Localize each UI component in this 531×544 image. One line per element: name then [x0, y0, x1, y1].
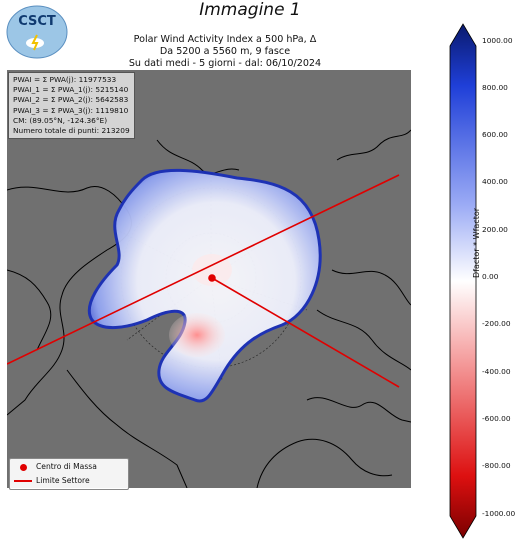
polar-map — [6, 70, 412, 489]
sector-limit-line-2 — [211, 277, 400, 388]
colorbar-tick-label: 1000.00 — [482, 35, 513, 45]
legend-sector-label: Limite Settore — [36, 476, 90, 485]
logo-text: CSCT — [18, 14, 56, 29]
colorbar-tick-label: -400.00 — [482, 366, 511, 376]
colorbar-tick-label: 0.00 — [482, 272, 499, 281]
colorbar-tick-label: -200.00 — [482, 319, 511, 329]
subtitle-2: Da 5200 a 5560 m, 9 fasce — [159, 46, 291, 57]
colorbar-tick-label: -1000.00 — [482, 508, 516, 518]
stats-line: PWAI_1 = Σ PWA_1(j): 5215140 — [13, 85, 129, 95]
colorbar-label: Dfactor * Wfactor — [472, 207, 481, 278]
pwa-negative-area — [169, 313, 225, 357]
stats-line: PWAI = Σ PWA(j): 11977533 — [13, 75, 117, 84]
csct-logo: CSCT — [6, 5, 68, 59]
pwa-centre-area — [192, 254, 232, 286]
figure-title: Immagine 1 — [199, 0, 301, 20]
stats-line: PWAI_2 = Σ PWA_2(j): 5642583 — [13, 95, 129, 105]
colorbar-tick-label: 200.00 — [482, 224, 508, 234]
stats-line: Numero totale di punti: 213209 — [13, 126, 130, 136]
pwa-field — [87, 168, 322, 403]
legend-centre-label: Centro di Massa — [36, 462, 97, 471]
colorbar-tick-label: 400.00 — [482, 177, 508, 187]
colorbar — [448, 22, 478, 540]
colorbar-tick-label: 600.00 — [482, 130, 508, 140]
map-legend: Centro di Massa Limite Settore — [9, 458, 129, 490]
centre-dot-icon — [20, 464, 27, 471]
subtitle-3: Su dati medi - 5 giorni - dal: 06/10/202… — [128, 58, 322, 69]
centre-of-mass-dot — [208, 274, 216, 282]
colorbar-tick-label: -800.00 — [482, 461, 511, 471]
stats-box: PWAI = Σ PWA(j): 11977533 PWAI_1 = Σ PWA… — [8, 72, 135, 140]
sector-line-icon — [14, 480, 32, 482]
colorbar-tick-label: 800.00 — [482, 82, 508, 92]
stats-line: PWAI_3 = Σ PWA_3(j): 1119810 — [13, 105, 129, 115]
colorbar-tick-label: -600.00 — [482, 413, 511, 423]
coastlines — [6, 129, 412, 489]
stats-line: CM: (89.05°N, -124.36°E) — [13, 115, 108, 125]
sector-limit-line-1 — [6, 174, 400, 365]
subtitle-1: Polar Wind Activity Index a 500 hPa, Δ — [133, 34, 317, 45]
